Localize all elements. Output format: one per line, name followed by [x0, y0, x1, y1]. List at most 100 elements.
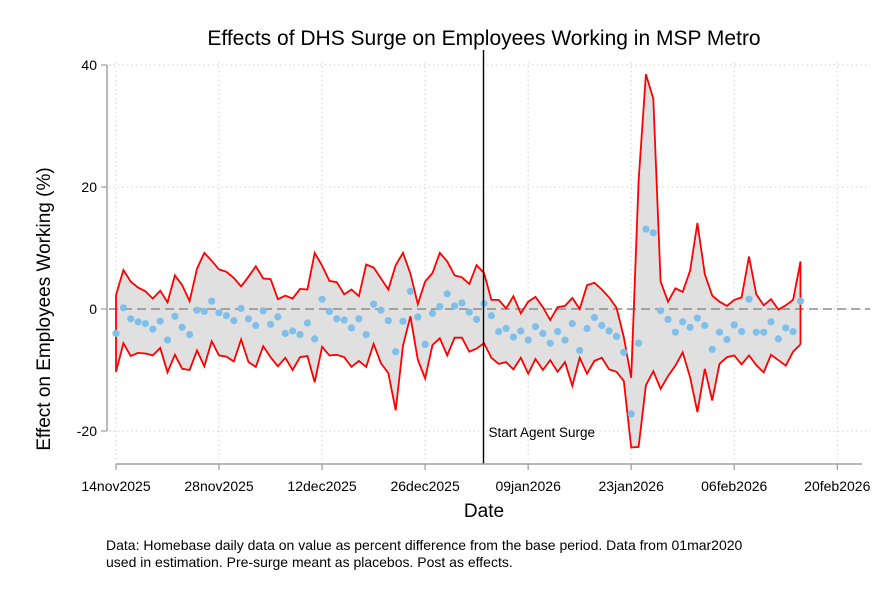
- point-estimate-marker: [340, 316, 348, 324]
- point-estimate-marker: [796, 297, 805, 305]
- point-estimates: [112, 225, 805, 418]
- point-estimate-marker: [259, 307, 267, 315]
- point-estimate-marker: [679, 318, 687, 326]
- point-estimate-marker: [509, 333, 517, 341]
- point-estimate-marker: [384, 317, 392, 325]
- point-estimate-marker: [119, 304, 127, 312]
- point-estimate-marker: [237, 304, 245, 312]
- point-estimate-marker: [156, 317, 164, 325]
- point-estimate-marker: [325, 307, 333, 315]
- point-estimate-marker: [723, 335, 731, 344]
- point-estimate-marker: [311, 335, 319, 343]
- point-estimate-marker: [693, 314, 702, 322]
- point-estimate-marker: [715, 328, 724, 336]
- x-tick-label: 28nov2025: [184, 478, 254, 494]
- note-line-1: Data: Homebase daily data on value as pe…: [106, 537, 743, 553]
- point-estimate-marker: [745, 295, 753, 303]
- point-estimate-marker: [671, 328, 680, 336]
- point-estimate-marker: [178, 323, 186, 331]
- point-estimate-marker: [443, 290, 451, 298]
- point-estimate-marker: [531, 323, 540, 331]
- point-estimate-marker: [333, 315, 341, 323]
- x-axis-title: Date: [464, 501, 504, 522]
- point-estimate-marker: [171, 312, 179, 320]
- point-estimate-marker: [436, 303, 444, 311]
- y-tick-label: 20: [81, 179, 97, 195]
- ci-upper-line: [115, 73, 802, 379]
- point-estimate-marker: [546, 339, 554, 347]
- point-estimate-marker: [517, 327, 525, 335]
- x-axis: 14nov2025 28nov2025 12dec2025 26dec2025 09ja…: [81, 463, 871, 494]
- y-tick-label: 40: [81, 57, 97, 73]
- point-estimate-marker: [244, 315, 253, 323]
- ci-band: [116, 74, 801, 448]
- point-estimate-marker: [296, 331, 304, 339]
- point-estimate-marker: [377, 306, 385, 314]
- point-estimate-marker: [318, 295, 326, 303]
- y-axis-title: Effect on Employees Working (%): [34, 167, 55, 450]
- point-estimate-marker: [406, 287, 414, 295]
- point-estimate-marker: [649, 229, 657, 237]
- point-estimate-marker: [362, 331, 370, 339]
- y-tick-label: -20: [77, 423, 97, 439]
- point-estimate-marker: [222, 312, 230, 320]
- point-estimate-marker: [568, 320, 576, 328]
- point-estimate-marker: [163, 336, 172, 344]
- point-estimate-marker: [252, 321, 260, 330]
- point-estimate-marker: [289, 327, 297, 335]
- point-estimate-marker: [554, 328, 562, 336]
- point-estimate-marker: [612, 332, 621, 340]
- x-tick-label: 23jan2026: [598, 478, 664, 494]
- point-estimate-marker: [451, 302, 459, 310]
- point-estimate-marker: [605, 327, 613, 335]
- point-estimate-marker: [635, 339, 643, 347]
- point-estimate-marker: [738, 328, 746, 336]
- point-estimate-marker: [303, 319, 311, 327]
- y-tick-label: 0: [89, 301, 97, 317]
- point-estimate-marker: [149, 325, 157, 333]
- point-estimate-marker: [598, 321, 606, 330]
- point-estimate-marker: [215, 309, 223, 317]
- point-estimate-marker: [789, 328, 797, 336]
- point-estimate-marker: [561, 336, 569, 344]
- point-estimate-marker: [539, 329, 547, 337]
- point-estimate-marker: [524, 336, 532, 344]
- point-estimate-marker: [487, 312, 495, 320]
- point-estimate-marker: [127, 315, 135, 323]
- point-estimate-marker: [134, 318, 142, 326]
- point-estimate-marker: [473, 315, 481, 323]
- point-estimate-marker: [355, 315, 363, 323]
- point-estimate-marker: [267, 320, 275, 328]
- point-estimate-marker: [347, 324, 356, 332]
- point-estimate-marker: [620, 348, 628, 356]
- point-estimate-marker: [708, 345, 716, 353]
- x-tick-label: 12dec2025: [287, 478, 357, 494]
- ci-lower-line: [115, 316, 802, 449]
- point-estimate-marker: [421, 340, 429, 348]
- x-tick-label: 20feb2026: [804, 478, 870, 494]
- point-estimate-marker: [414, 313, 422, 321]
- point-estimate-marker: [230, 317, 238, 325]
- note-line-2: used in estimation. Pre-surge meant as p…: [106, 554, 513, 570]
- point-estimate-marker: [752, 328, 760, 336]
- y-axis: 40 20 0 -20: [77, 57, 108, 439]
- point-estimate-marker: [583, 324, 591, 333]
- point-estimate-marker: [141, 320, 149, 328]
- x-tick-label: 09jan2026: [495, 478, 561, 494]
- x-tick-label: 26dec2025: [390, 478, 460, 494]
- point-estimate-marker: [281, 329, 289, 337]
- point-estimate-marker: [686, 323, 694, 331]
- chart-title: Effects of DHS Surge on Employees Workin…: [207, 27, 760, 50]
- point-estimate-marker: [370, 300, 378, 308]
- point-estimate-marker: [730, 321, 738, 329]
- point-estimate-marker: [642, 225, 650, 233]
- point-estimate-marker: [193, 306, 201, 314]
- point-estimate-marker: [428, 309, 437, 317]
- point-estimate-marker: [627, 410, 635, 418]
- point-estimate-marker: [465, 308, 473, 316]
- point-estimate-marker: [767, 318, 775, 326]
- point-estimate-marker: [664, 315, 672, 323]
- point-estimate-marker: [774, 335, 783, 343]
- x-tick-label: 14nov2025: [81, 478, 151, 494]
